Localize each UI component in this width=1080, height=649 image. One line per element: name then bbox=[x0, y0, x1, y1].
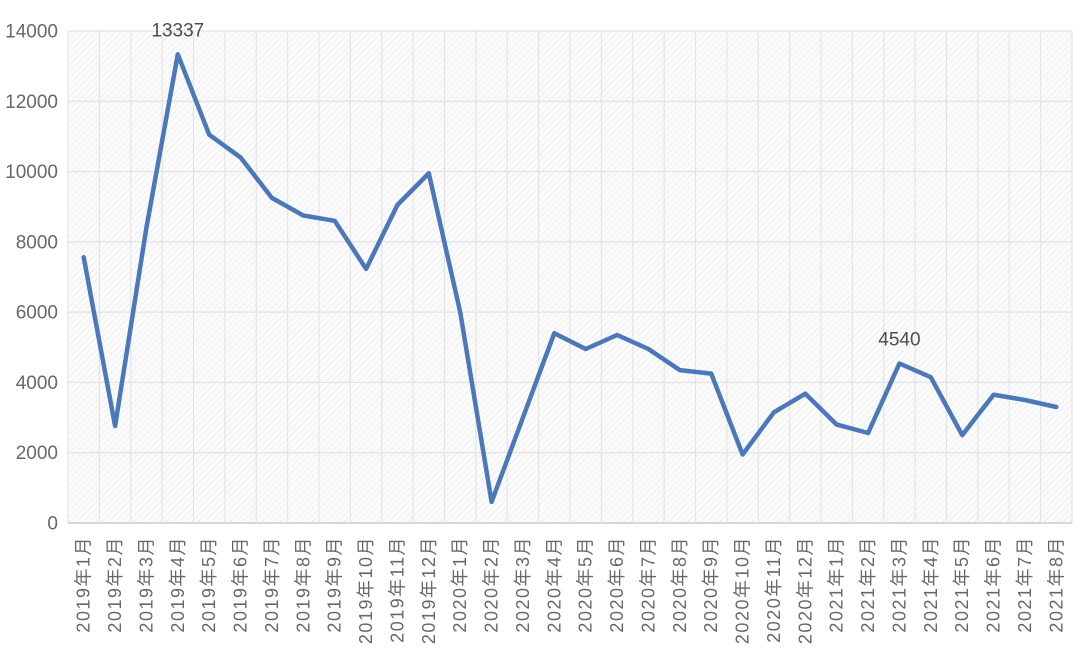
x-axis-label: 2021年3月 bbox=[889, 536, 909, 633]
x-axis-label: 2019年2月 bbox=[105, 536, 125, 633]
x-axis-label: 2021年5月 bbox=[952, 536, 972, 633]
x-axis-label: 2020年6月 bbox=[607, 536, 627, 633]
x-axis-label: 2020年10月 bbox=[733, 536, 753, 644]
x-axis-label: 2021年4月 bbox=[921, 536, 941, 633]
data-label: 13337 bbox=[151, 20, 204, 41]
x-axis-label: 2020年12月 bbox=[795, 536, 815, 644]
y-axis-tick-label: 12000 bbox=[5, 92, 58, 113]
x-axis-label: 2019年10月 bbox=[356, 536, 376, 644]
x-axis-label: 2021年7月 bbox=[1015, 536, 1035, 633]
x-axis-label: 2020年4月 bbox=[544, 536, 564, 633]
x-axis-label: 2019年6月 bbox=[231, 536, 251, 633]
x-axis-label: 2019年11月 bbox=[387, 536, 407, 643]
x-axis-label: 2020年8月 bbox=[670, 536, 690, 633]
y-axis-tick-label: 4000 bbox=[16, 373, 58, 394]
x-axis-label: 2020年2月 bbox=[482, 536, 502, 633]
x-axis-label: 2020年9月 bbox=[701, 536, 721, 633]
x-axis-label: 2019年9月 bbox=[325, 536, 345, 633]
x-axis-label: 2020年11月 bbox=[764, 536, 784, 643]
y-axis-tick-label: 10000 bbox=[5, 162, 58, 183]
x-axis-label: 2019年7月 bbox=[262, 536, 282, 633]
data-series-line bbox=[81, 52, 1059, 505]
y-axis-tick-label: 0 bbox=[47, 514, 58, 535]
x-axis-label: 2019年4月 bbox=[168, 536, 188, 633]
x-axis-label: 2020年5月 bbox=[576, 536, 596, 633]
y-axis-tick-label: 14000 bbox=[5, 22, 58, 43]
x-axis-label: 2021年6月 bbox=[984, 536, 1004, 633]
x-axis-label: 2021年8月 bbox=[1046, 536, 1066, 633]
x-axis-label: 2019年12月 bbox=[419, 536, 439, 644]
y-axis-tick-label: 8000 bbox=[16, 232, 58, 253]
x-axis-label: 2020年3月 bbox=[513, 536, 533, 633]
x-axis-label: 2021年2月 bbox=[858, 536, 878, 633]
x-axis-label: 2020年1月 bbox=[450, 536, 470, 633]
x-axis-label: 2019年8月 bbox=[293, 536, 313, 633]
x-axis-label: 2019年3月 bbox=[136, 536, 156, 633]
y-axis-tick-label: 6000 bbox=[16, 303, 58, 324]
x-axis-label: 2021年1月 bbox=[827, 536, 847, 633]
x-axis-label: 2019年5月 bbox=[199, 536, 219, 633]
x-axis-label: 2019年1月 bbox=[74, 536, 94, 633]
x-axis-label: 2020年7月 bbox=[638, 536, 658, 633]
data-label: 4540 bbox=[878, 329, 920, 350]
y-axis-tick-label: 2000 bbox=[16, 443, 58, 464]
